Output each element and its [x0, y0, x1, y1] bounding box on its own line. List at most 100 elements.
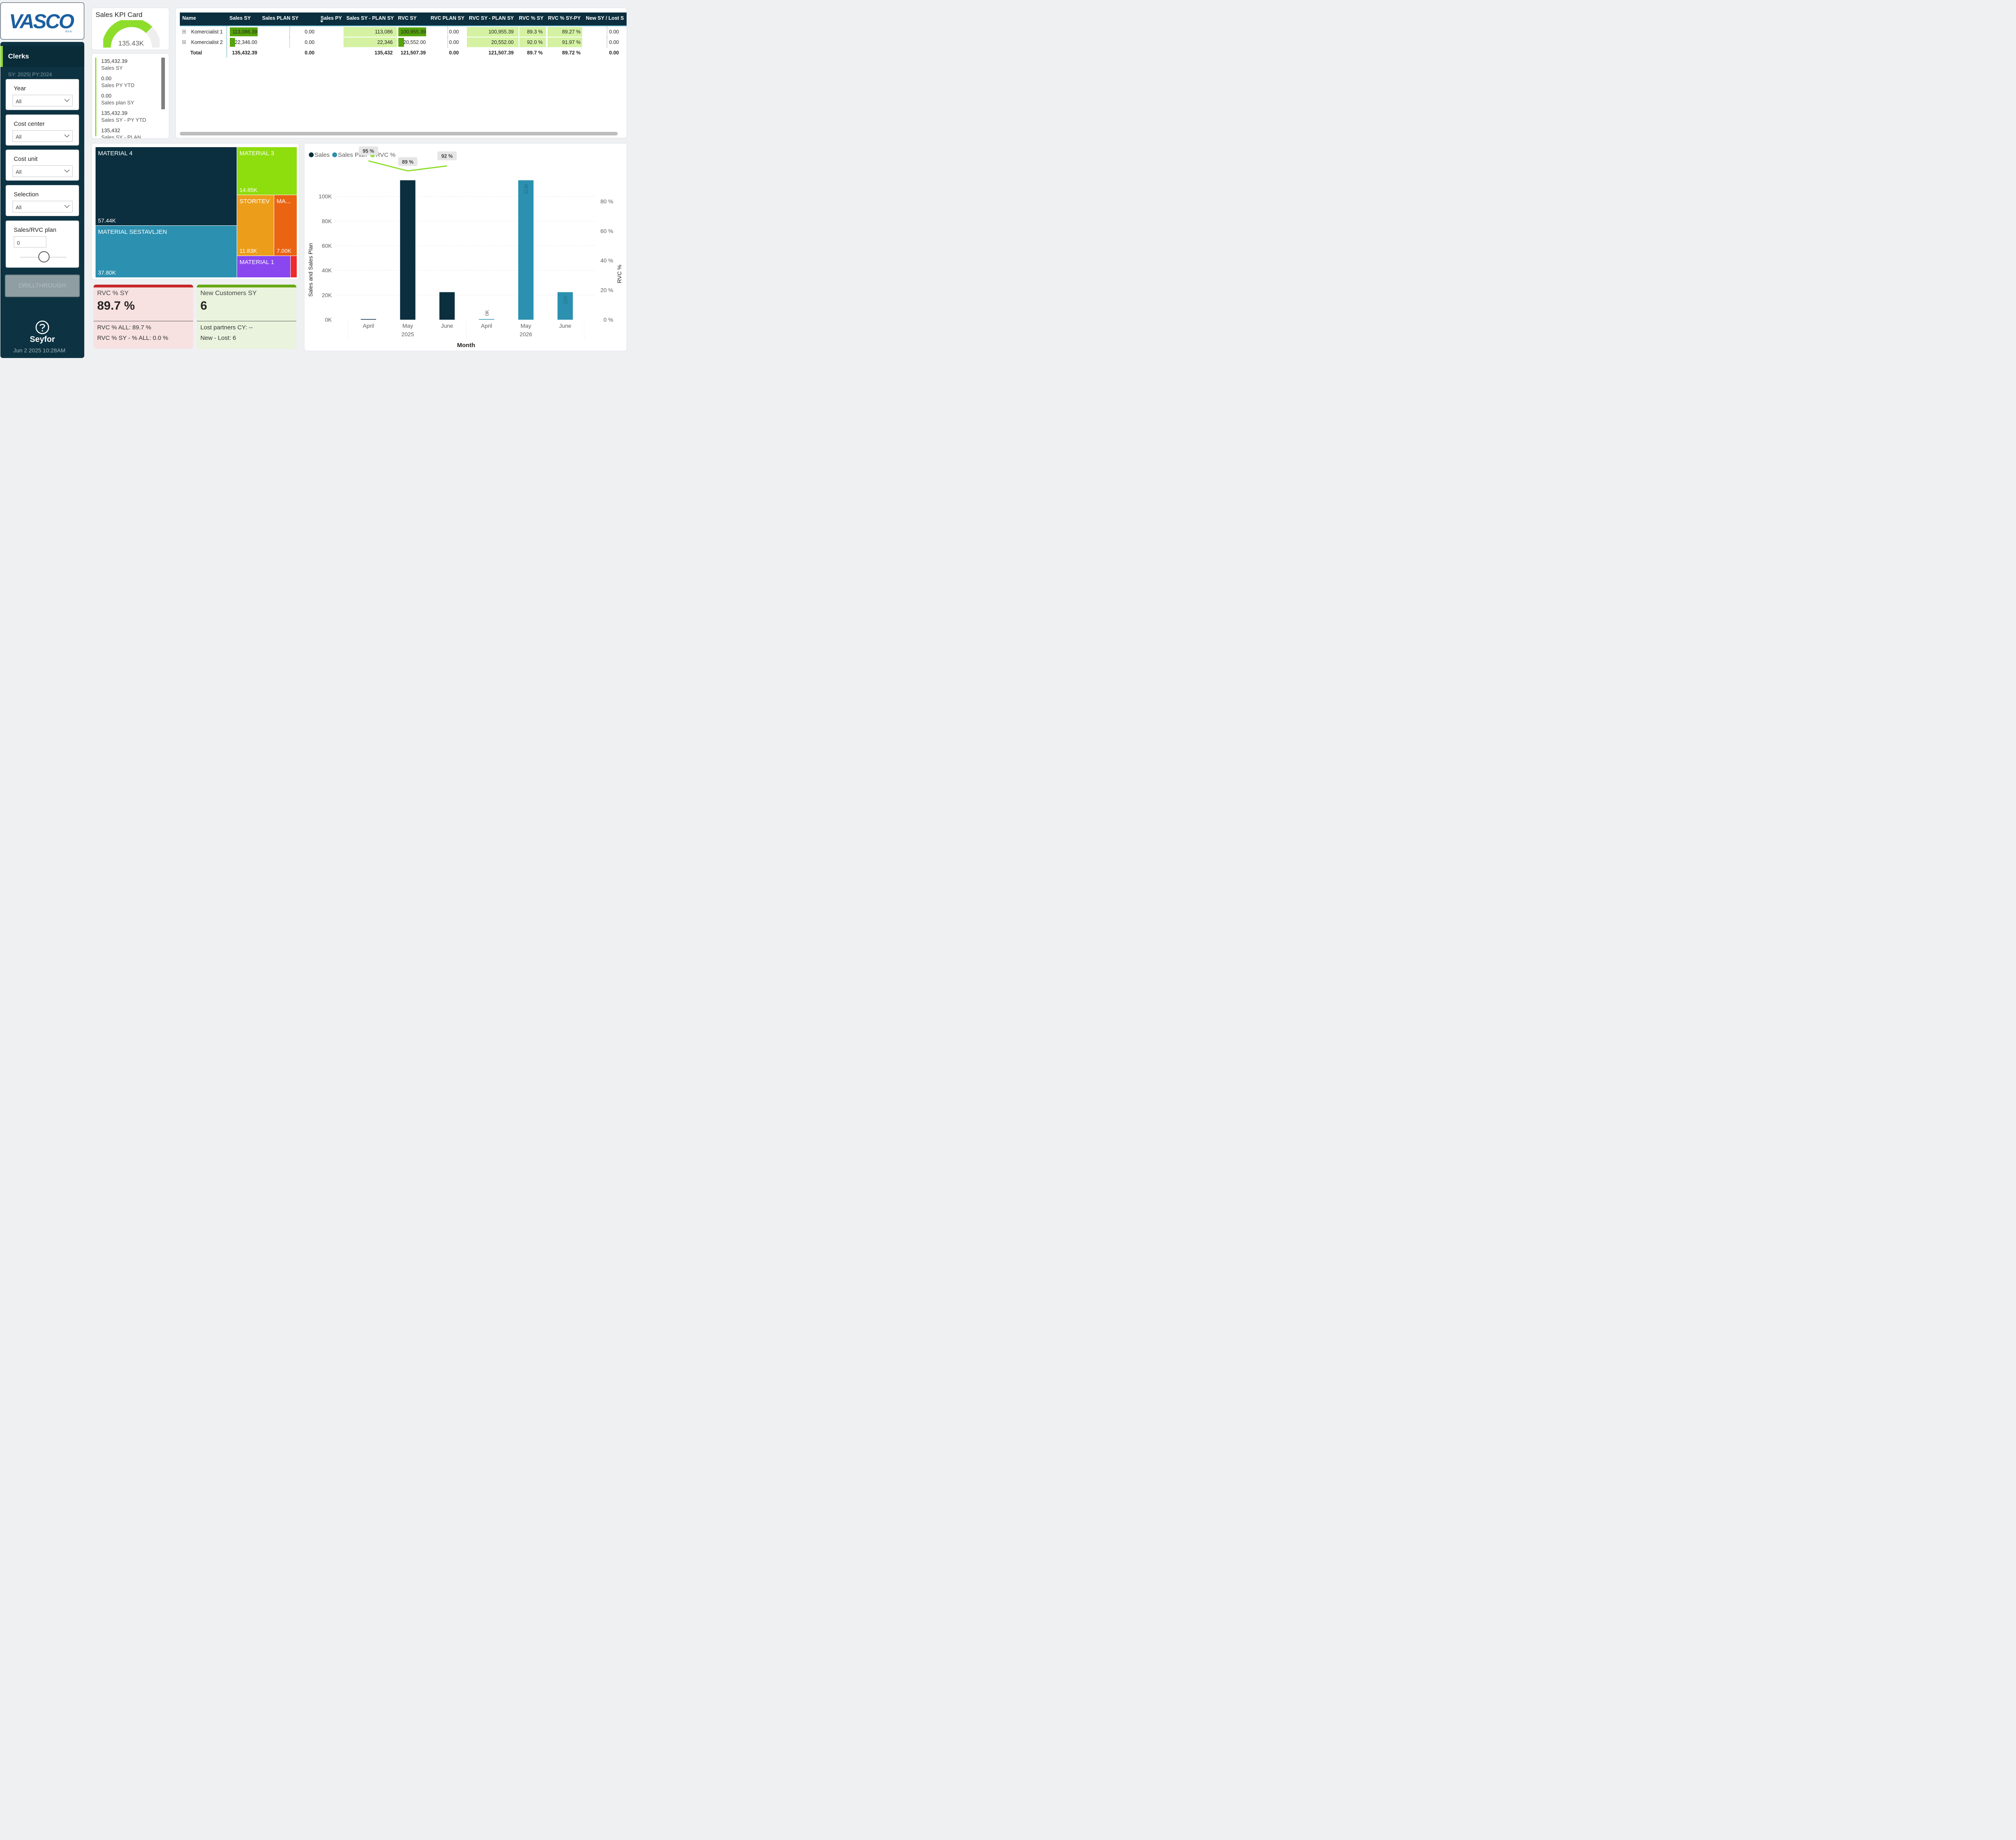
legend-label[interactable]: RVC %	[376, 152, 396, 158]
table-row[interactable]: Komercialist 1 113,086.39 0.00 113,086 100,9…	[180, 27, 627, 37]
cust-card-value: 6	[200, 299, 207, 312]
chevron-down-icon	[64, 205, 70, 208]
table-cell: 0.00	[609, 29, 619, 35]
table-cell: 91.97 %	[562, 40, 581, 45]
treemap-tile[interactable]: STORITEV 11.83K	[237, 195, 274, 256]
row-name: Komercialist 1	[191, 29, 223, 35]
table-row[interactable]: Komercialist 2 22,346.00 0.00 22,346 20,552.…	[180, 37, 627, 48]
period-subtitle: SY: 2025| PY:2024	[8, 71, 52, 77]
bar-plan-june[interactable]	[557, 292, 573, 320]
kpi-list-value: 135,432.39	[101, 110, 128, 116]
bar-plan-may[interactable]	[518, 180, 534, 320]
expand-plus-icon[interactable]	[182, 40, 186, 44]
cost-unit-dropdown[interactable]: All	[12, 165, 73, 177]
table-cell: 0.00	[304, 40, 314, 45]
sales-kpi-title: Sales KPI Card	[96, 11, 143, 19]
column-header[interactable]: New SY / Lost S	[586, 15, 624, 21]
x-tick-label: June	[441, 323, 454, 329]
column-header[interactable]: Sales SY - PLAN SY	[346, 15, 394, 21]
kpi-list-value: 0.00	[101, 93, 112, 99]
gauge-value: 135.43K	[118, 40, 144, 47]
kpi-list-value: 0.00	[101, 75, 112, 81]
treemap-tile-label: MA...	[277, 198, 291, 205]
column-header[interactable]: Name	[182, 15, 196, 21]
bar-data-label: 0K	[484, 310, 490, 316]
y2-tick-label: 60 %	[600, 228, 613, 234]
cost-unit-slicer-label: Cost unit	[14, 156, 38, 162]
x-tick-label: May	[521, 323, 531, 329]
y-tick-label: 0K	[325, 316, 332, 323]
treemap-tile-label: MATERIAL 1	[240, 259, 274, 266]
selection-slicer-label: Selection	[14, 191, 39, 198]
rvc-data-label-bg	[398, 157, 418, 166]
treemap-tile-label: MATERIAL 3	[240, 150, 274, 157]
plan-slider-label: Sales/RVC plan	[14, 227, 56, 233]
expand-plus-icon[interactable]	[182, 30, 186, 33]
treemap-tile-label: MATERIAL 4	[98, 150, 133, 157]
drillthrough-button[interactable]: DRILLTHROUGH	[5, 275, 80, 297]
bar-sales-may[interactable]	[400, 180, 416, 320]
sidebar-header: Clerks	[0, 46, 84, 67]
treemap-tile[interactable]: MATERIAL 4 57.44K	[96, 147, 237, 225]
table-cell: 89.3 %	[527, 29, 543, 35]
cost-center-dropdown-value: All	[16, 134, 22, 140]
table-cell: 89.7 %	[527, 50, 543, 56]
table-cell: 113,086	[375, 29, 393, 35]
plan-value-text: 0	[17, 240, 20, 246]
plan-value-input[interactable]: 0	[14, 236, 46, 248]
cost-center-slicer-label: Cost center	[14, 121, 45, 127]
column-header[interactable]: RVC SY	[398, 15, 417, 21]
treemap-tile[interactable]: MATERIAL 1	[237, 256, 290, 277]
table-cell: 135,432.39	[232, 50, 257, 56]
x-axis-title: Month	[457, 342, 475, 349]
question-circle-icon[interactable]	[35, 320, 50, 335]
rvc-data-label-bg	[437, 151, 457, 160]
column-header[interactable]: RVC PLAN SY	[431, 15, 464, 21]
sort-desc-icon[interactable]	[320, 21, 323, 23]
cust-card-line1: Lost partners CY: --	[200, 324, 253, 331]
bar-sales-june[interactable]	[439, 292, 455, 320]
x-tick-label: April	[363, 323, 374, 329]
table-cell: 113,086.39	[232, 29, 257, 35]
cust-card-accent	[197, 285, 296, 287]
legend-marker	[332, 152, 337, 157]
kpi-list-card: 135,432.39 Sales SY 0.00 Sales PY YTD 0.00 Sa…	[92, 53, 169, 139]
treemap-tile[interactable]	[291, 256, 297, 277]
year-dropdown[interactable]: All	[12, 95, 73, 106]
column-header[interactable]: Sales PLAN SY	[262, 15, 299, 21]
treemap-tile-label: MATERIAL SESTAVLJEN	[98, 229, 167, 235]
table-cell: 0.00	[304, 29, 314, 35]
legend-label[interactable]: Sales	[314, 152, 330, 158]
column-header[interactable]: Sales SY	[229, 15, 251, 21]
logo-subtext: d.o.o.	[65, 30, 73, 33]
column-header[interactable]: RVC % SY	[519, 15, 544, 21]
kpi-list-scrollbar[interactable]	[161, 58, 165, 109]
y2-tick-label: 80 %	[600, 198, 613, 204]
rvc-line[interactable]	[368, 160, 447, 172]
table-header-underline	[180, 25, 627, 26]
treemap-tile-label: STORITEV	[240, 198, 270, 205]
table-horizontal-scrollbar[interactable]	[180, 132, 618, 135]
bar-plan-april[interactable]	[479, 319, 494, 320]
table-cell: 89.27 %	[562, 29, 581, 35]
cost-center-dropdown[interactable]: All	[12, 130, 73, 142]
plan-slider-handle[interactable]	[38, 251, 50, 262]
table-cell: 100,955.39	[488, 29, 514, 35]
table-cell: 20,552.00	[491, 40, 514, 45]
table-cell: 89.72 %	[562, 50, 581, 56]
treemap-tile[interactable]: MATERIAL SESTAVLJEN 37.80K	[96, 226, 237, 277]
selection-dropdown[interactable]: All	[12, 201, 73, 212]
sales-data-bar	[230, 38, 235, 47]
cost-center-slicer: Cost center All	[6, 114, 79, 146]
bar-sales-april[interactable]	[360, 319, 376, 320]
column-header[interactable]: RVC SY - PLAN SY	[469, 15, 514, 21]
rvc-card-line2: RVC % SY - % ALL: 0.0 %	[97, 335, 169, 341]
treemap-tile[interactable]: MA... 7.00K	[274, 195, 297, 256]
treemap-tile[interactable]: MATERIAL 3 14.85K	[237, 147, 297, 195]
y-tick-label: 40K	[322, 267, 332, 274]
rvc-card-line1: RVC % ALL: 89.7 %	[97, 324, 151, 331]
column-header[interactable]: Sales PY	[321, 15, 342, 21]
row-name: Komercialist 2	[191, 40, 223, 45]
column-header[interactable]: RVC % SY-PY	[548, 15, 581, 21]
legend-marker	[309, 152, 314, 157]
